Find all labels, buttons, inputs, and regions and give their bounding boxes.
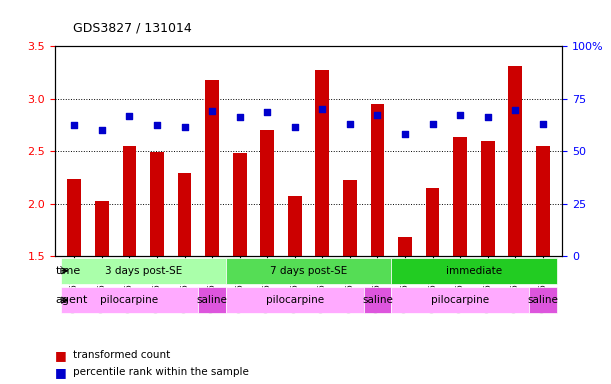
Point (290, 124, 299, 130)
Text: time: time (56, 266, 81, 276)
Bar (453, 137, 467, 256)
Text: GDS3827 / 131014: GDS3827 / 131014 (73, 22, 192, 35)
Bar (481, 141, 494, 256)
FancyBboxPatch shape (60, 258, 226, 284)
Text: pilocarpine: pilocarpine (431, 295, 489, 305)
Text: agent: agent (56, 295, 88, 305)
Bar (260, 130, 274, 256)
Bar (288, 196, 302, 256)
Bar (178, 173, 191, 256)
FancyBboxPatch shape (226, 258, 391, 284)
Bar (508, 66, 522, 256)
FancyBboxPatch shape (529, 287, 557, 313)
Text: 3 days post-SE: 3 days post-SE (104, 266, 182, 276)
Point (318, 106, 327, 112)
Text: pilocarpine: pilocarpine (266, 295, 324, 305)
Bar (426, 188, 439, 256)
Bar (315, 70, 329, 256)
Bar (67, 179, 81, 256)
Text: saline: saline (362, 295, 393, 305)
Text: immediate: immediate (446, 266, 502, 276)
FancyBboxPatch shape (391, 287, 529, 313)
Point (70, 122, 79, 128)
Point (97, 127, 107, 133)
Bar (95, 202, 109, 256)
Text: saline: saline (197, 295, 227, 305)
FancyBboxPatch shape (60, 287, 199, 313)
Bar (343, 180, 357, 256)
Bar (150, 152, 164, 256)
Point (510, 107, 520, 113)
Point (373, 112, 382, 118)
Bar (205, 79, 219, 256)
Point (207, 108, 217, 114)
Text: ■: ■ (55, 349, 67, 362)
FancyBboxPatch shape (199, 287, 226, 313)
FancyBboxPatch shape (226, 287, 364, 313)
Point (345, 121, 355, 127)
Point (152, 122, 162, 128)
Text: saline: saline (527, 295, 558, 305)
Bar (233, 153, 247, 256)
Point (262, 109, 272, 115)
Text: transformed count: transformed count (73, 350, 170, 360)
Point (180, 124, 189, 130)
Text: ■: ■ (55, 366, 67, 379)
Point (455, 112, 465, 118)
Point (538, 121, 547, 127)
Bar (370, 104, 384, 256)
Text: pilocarpine: pilocarpine (100, 295, 158, 305)
Bar (398, 237, 412, 256)
FancyBboxPatch shape (364, 287, 391, 313)
Point (235, 114, 244, 121)
Point (428, 121, 437, 127)
FancyBboxPatch shape (391, 258, 557, 284)
Point (125, 113, 134, 119)
Bar (536, 146, 550, 256)
Bar (123, 146, 136, 256)
Point (483, 114, 492, 121)
Point (400, 131, 410, 137)
Text: 7 days post-SE: 7 days post-SE (270, 266, 347, 276)
Text: percentile rank within the sample: percentile rank within the sample (73, 367, 249, 377)
